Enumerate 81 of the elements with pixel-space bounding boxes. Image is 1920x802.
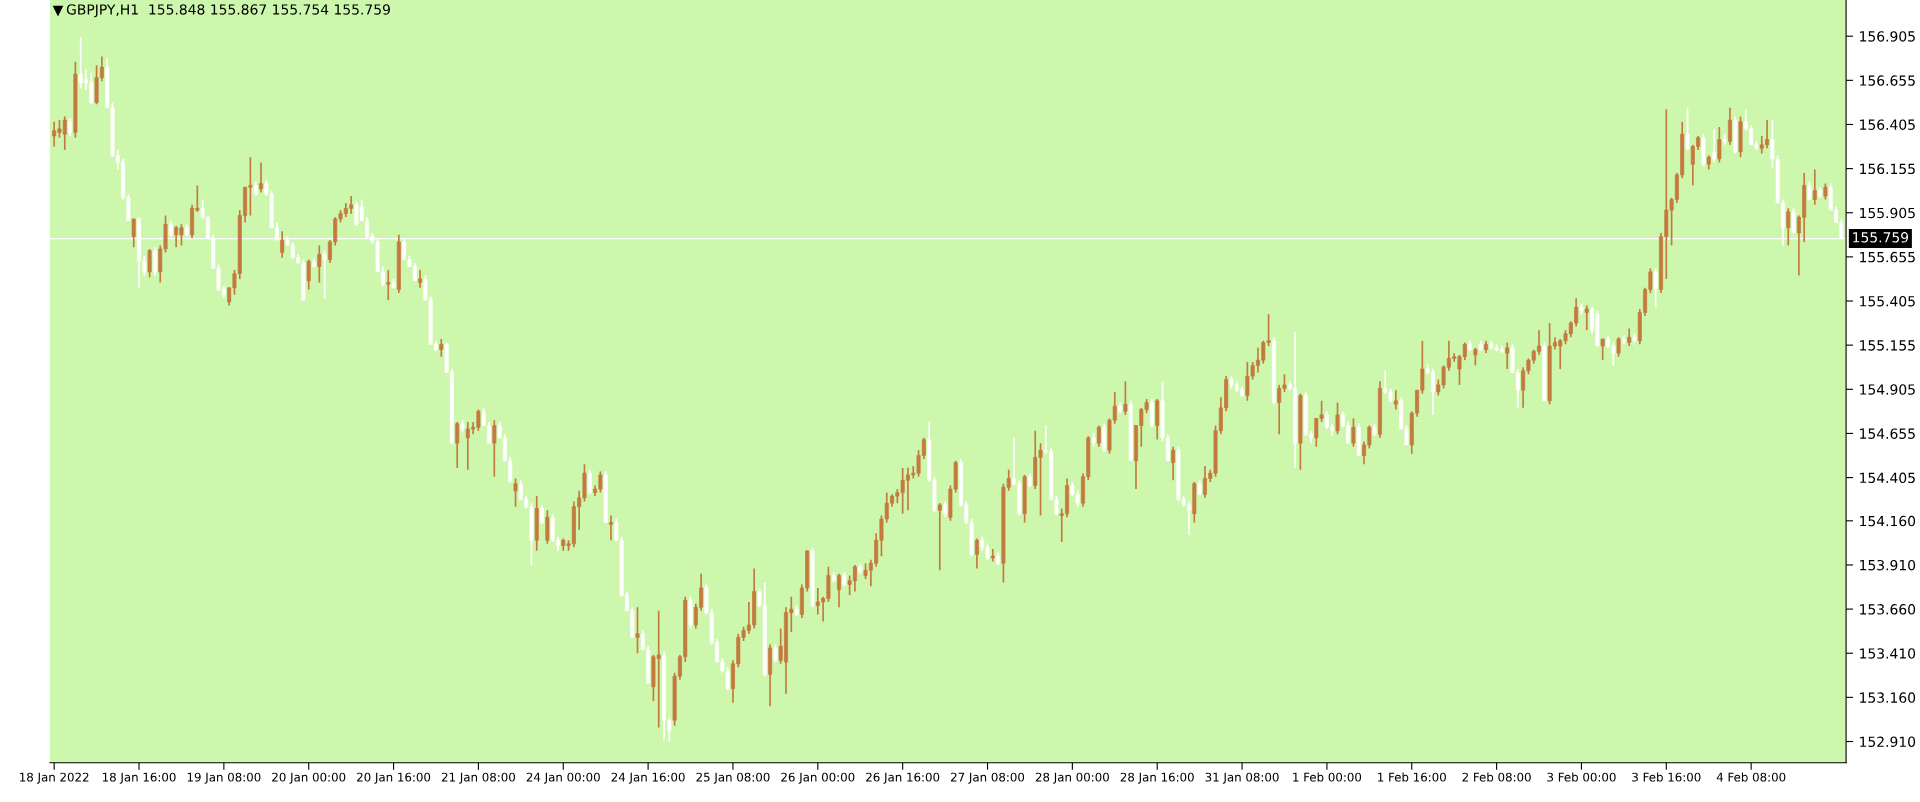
candlestick <box>587 468 592 496</box>
candlestick <box>1600 338 1605 361</box>
candlestick <box>608 514 613 542</box>
candlestick <box>1335 401 1340 436</box>
x-tick-label: 28 Jan 16:00 <box>1120 772 1194 784</box>
candlestick <box>1584 304 1589 331</box>
y-tick-label: 156.655 <box>1860 75 1915 86</box>
x-tick-label: 3 Feb 00:00 <box>1547 772 1616 782</box>
x-tick-label: 28 Jan 00:00 <box>1035 772 1109 784</box>
y-tick-label: 154.160 <box>1860 515 1916 527</box>
candlestick <box>1616 336 1621 358</box>
y-tick-label: 155.655 <box>1860 251 1915 263</box>
candlestick <box>974 537 979 570</box>
chart-title: GBPJPY,H1 155.848 155.867 155.754 155.759 <box>66 4 390 18</box>
candlestick <box>837 572 842 609</box>
candlestick <box>1685 106 1690 151</box>
y-tick-label: 155.405 <box>1860 295 1915 307</box>
candlestick <box>1791 207 1796 234</box>
x-tick-label: 21 Jan 08:00 <box>441 772 515 784</box>
x-tick-label: 24 Jan 16:00 <box>611 772 685 784</box>
x-tick-label: 2 Feb 08:00 <box>1462 772 1531 782</box>
candlestick <box>322 249 327 300</box>
candlestick <box>152 246 157 277</box>
x-tick-label: 1 Feb 16:00 <box>1378 772 1446 782</box>
candlestick <box>1351 417 1356 448</box>
y-tick-label: 155.905 <box>1860 207 1915 219</box>
x-tick-label: 24 Jan 00:00 <box>526 772 600 784</box>
candlestick <box>1102 422 1107 453</box>
candlestick <box>1717 126 1722 164</box>
x-tick-label: 26 Jan 16:00 <box>866 772 940 784</box>
candlestick <box>1786 207 1791 247</box>
candlestick <box>1123 380 1128 416</box>
ref-line-label: 155.759 <box>1853 232 1909 243</box>
candlestick <box>1812 168 1817 206</box>
x-tick-label: 1 Feb 00:00 <box>1293 772 1362 782</box>
y-tick-label: 153.660 <box>1860 604 1916 615</box>
y-tick-label: 155.155 <box>1860 340 1915 351</box>
candlestick <box>540 504 545 526</box>
candlestick <box>147 248 152 279</box>
y-tick-label: 153.160 <box>1860 692 1916 703</box>
y-tick-label: 153.910 <box>1860 559 1916 571</box>
x-tick-label: 20 Jan 00:00 <box>272 772 346 784</box>
y-tick-label: 154.655 <box>1860 428 1915 439</box>
candlestick <box>1712 128 1717 164</box>
y-tick-label: 156.155 <box>1860 163 1915 175</box>
x-tick-label: 19 Jan 08:00 <box>187 772 261 784</box>
x-tick-label: 25 Jan 08:00 <box>696 772 770 784</box>
candlestick <box>1149 398 1154 429</box>
candlestick <box>545 509 550 545</box>
candlestick <box>386 269 391 301</box>
candlestick <box>1653 267 1658 309</box>
x-tick-label: 18 Jan 2022 <box>20 772 89 784</box>
candlestick <box>306 258 311 291</box>
candlestick <box>280 230 285 259</box>
y-tick-label: 152.910 <box>1860 736 1916 747</box>
candlestick <box>1393 389 1398 411</box>
candlestick <box>1505 341 1510 370</box>
candlestick <box>635 606 640 655</box>
candlestick <box>455 421 460 469</box>
candlestick <box>1096 424 1101 448</box>
x-tick-label: 27 Jan 08:00 <box>951 772 1025 784</box>
candlestick <box>1171 445 1176 482</box>
candlestick <box>937 502 942 572</box>
y-tick-label: 156.405 <box>1860 119 1915 130</box>
y-tick-label: 154.905 <box>1860 384 1915 395</box>
candlestick <box>492 419 497 478</box>
candlestick <box>513 477 518 508</box>
candlestick <box>131 218 136 249</box>
x-tick-label: 18 Jan 16:00 <box>102 772 176 784</box>
x-tick-label: 3 Feb 16:00 <box>1632 772 1701 782</box>
candlestick <box>317 244 322 284</box>
x-tick-label: 31 Jan 08:00 <box>1205 772 1279 784</box>
candlestick <box>258 161 263 194</box>
x-tick-label: 20 Jan 16:00 <box>357 772 431 784</box>
y-tick-label: 154.405 <box>1860 472 1915 484</box>
x-tick-label: 26 Jan 00:00 <box>781 772 855 784</box>
x-tick-label: 4 Feb 08:00 <box>1716 772 1786 782</box>
candlestick <box>418 269 423 289</box>
y-tick-label: 153.410 <box>1860 648 1916 659</box>
candlestick <box>1727 106 1732 146</box>
y-tick-label: 156.905 <box>1860 31 1915 42</box>
